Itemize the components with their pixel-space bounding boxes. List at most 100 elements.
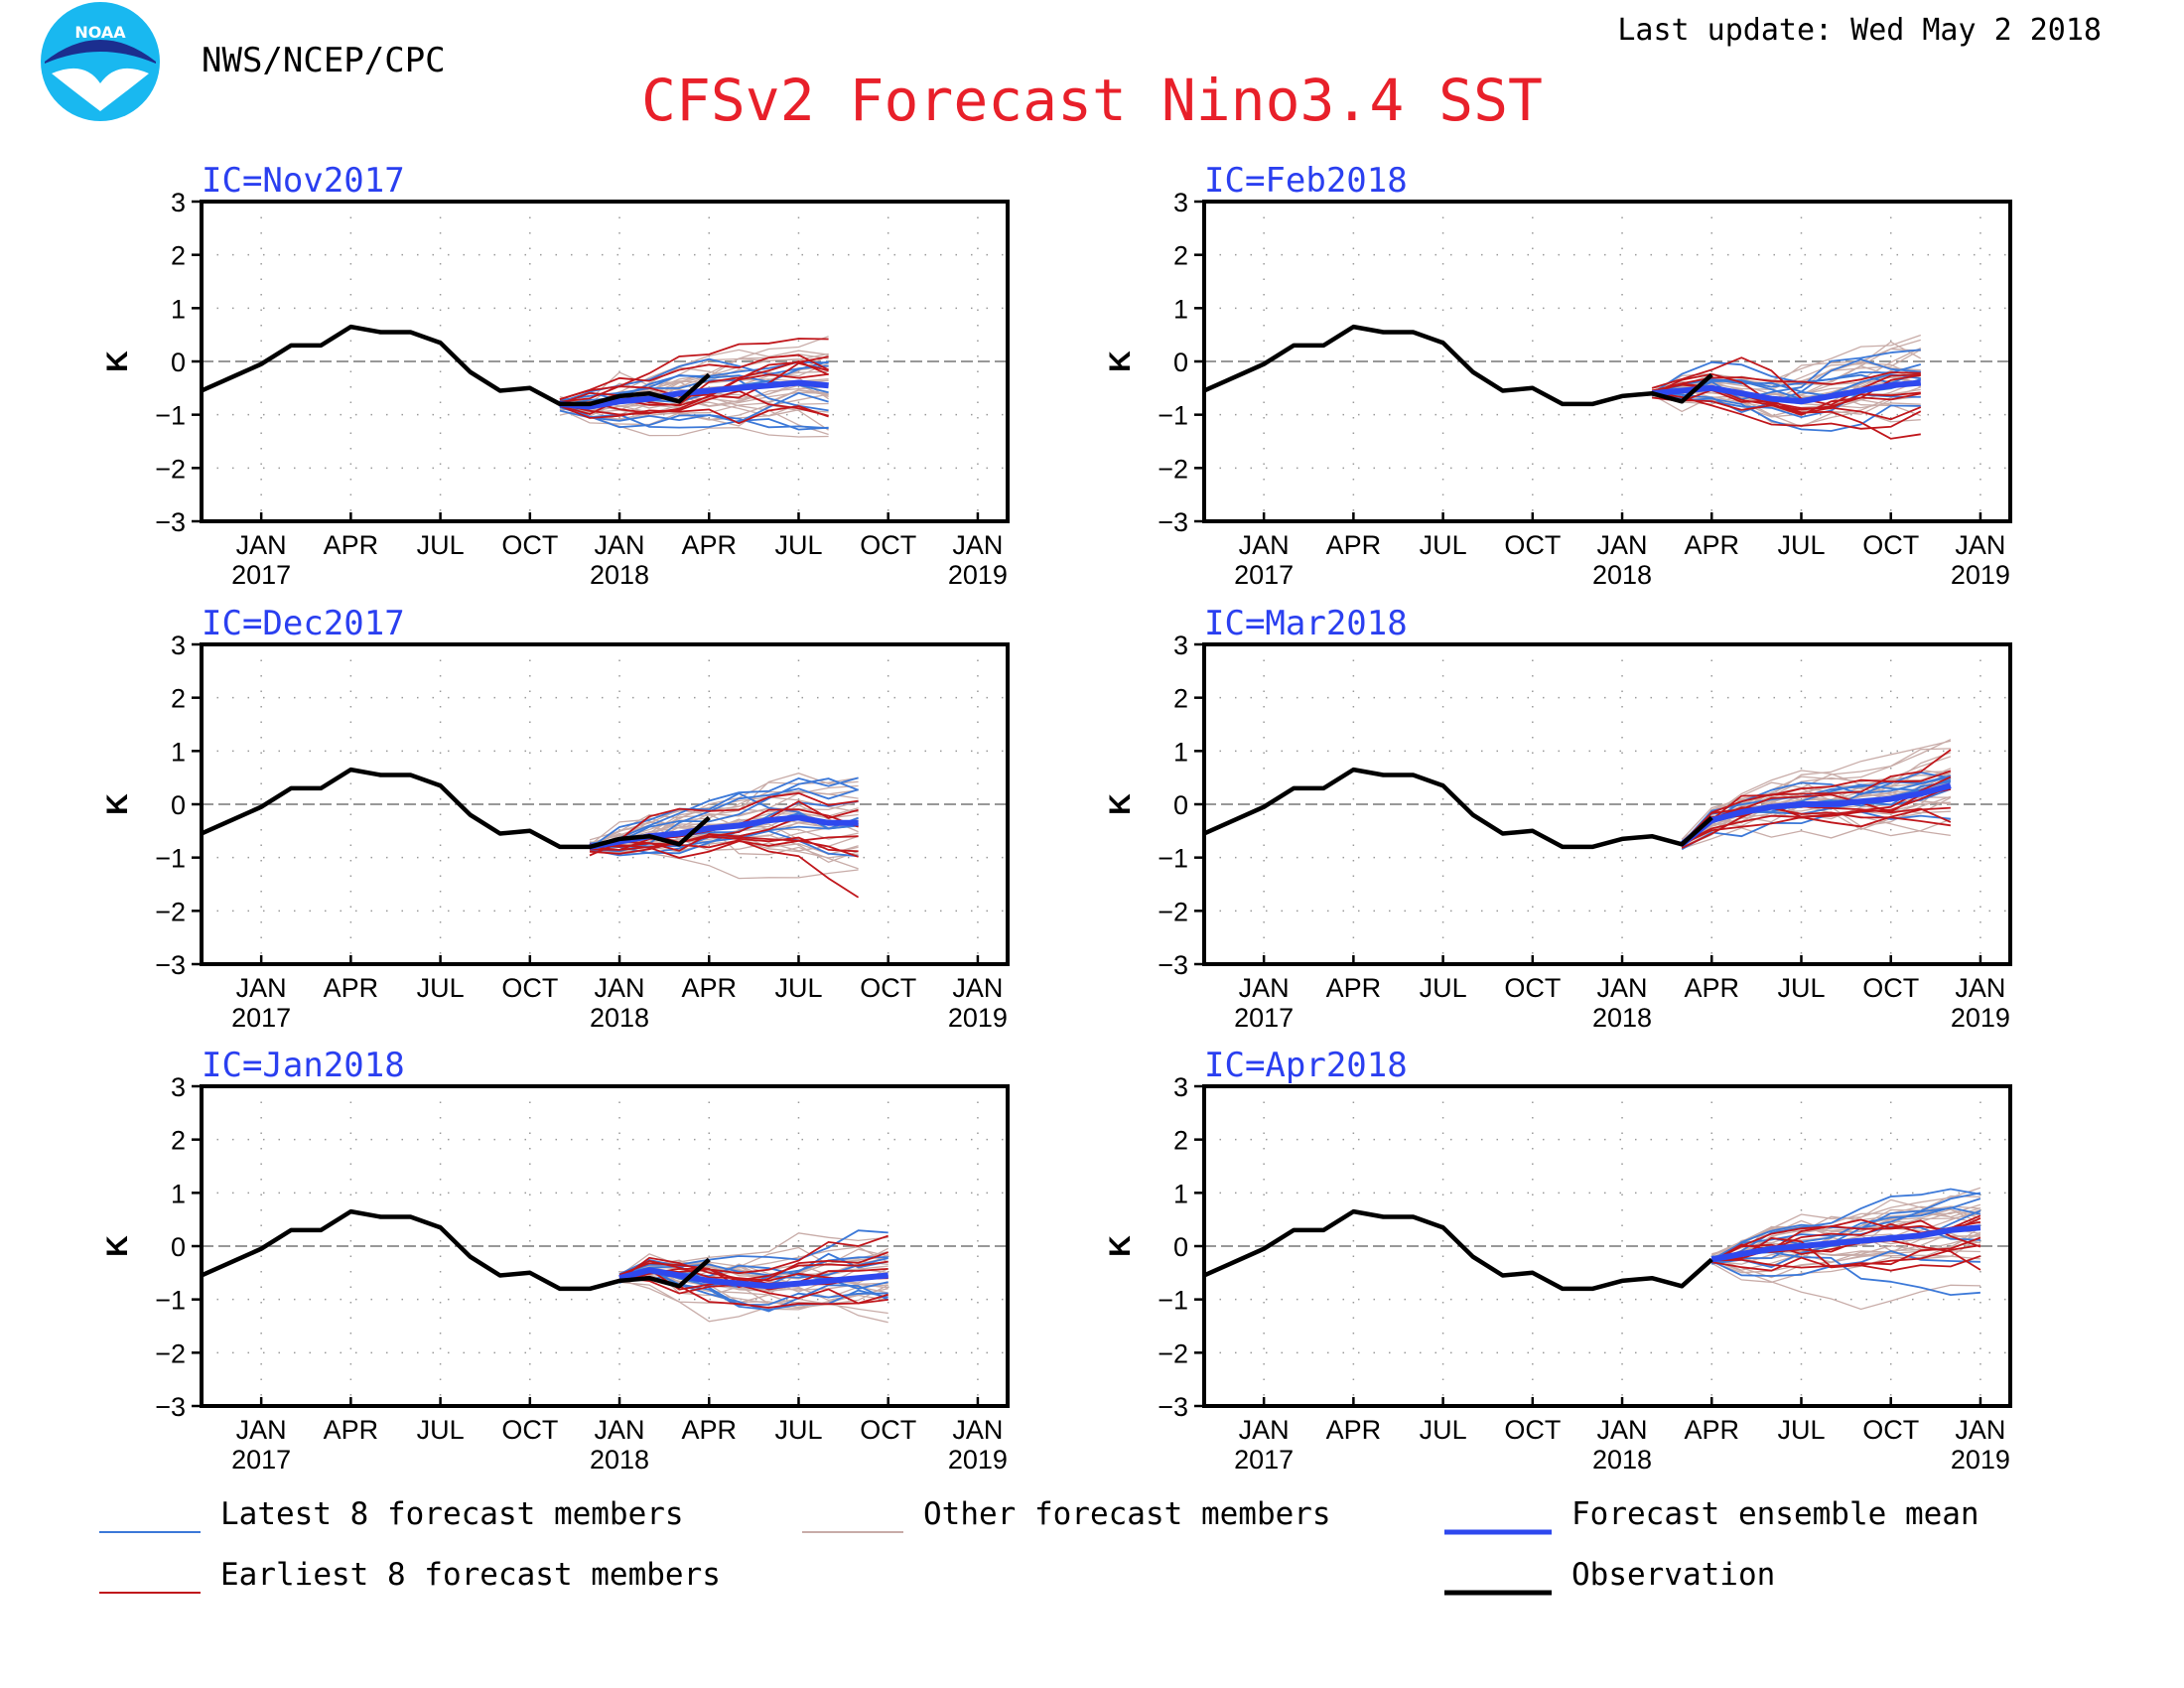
x-tick-month: JAN	[952, 973, 1003, 1003]
earliest-member-line	[1681, 788, 1952, 844]
earliest-member-line	[1681, 749, 1952, 847]
x-tick-year: 2018	[590, 1003, 649, 1033]
y-tick-label: 1	[1173, 294, 1188, 324]
x-tick-month: OCT	[860, 530, 916, 560]
x-tick-month: OCT	[1504, 973, 1561, 1003]
y-tick-label: 0	[171, 790, 186, 820]
x-tick-month: APR	[681, 1415, 737, 1445]
x-tick-month: OCT	[1504, 530, 1561, 560]
panel-title: IC=Jan2018	[202, 1046, 405, 1085]
y-tick-label: −2	[1158, 454, 1188, 484]
y-tick-label: −3	[1158, 507, 1188, 537]
earliest-member-line	[589, 791, 859, 848]
x-tick-month: JAN	[236, 973, 287, 1003]
ensemble-mean-line	[618, 1267, 888, 1290]
latest-member-line	[618, 1256, 888, 1277]
earliest-member-line	[1651, 392, 1921, 411]
x-tick-month: JUL	[774, 530, 822, 560]
x-tick-month: JAN	[952, 530, 1003, 560]
x-tick-month: JUL	[774, 973, 822, 1003]
other-member-line	[1711, 1236, 1981, 1274]
ensemble-mean-line	[1680, 782, 1952, 847]
earliest-member-line	[559, 361, 829, 416]
y-tick-label: −3	[1158, 1392, 1188, 1422]
x-tick-year: 2019	[1951, 560, 2010, 590]
latest-member-line	[559, 399, 829, 431]
earliest-member-line	[589, 835, 859, 859]
x-tick-month: JUL	[1420, 973, 1467, 1003]
x-tick-month: OCT	[860, 1415, 916, 1445]
y-tick-label: 1	[1173, 1179, 1188, 1208]
x-tick-month: OCT	[1862, 530, 1919, 560]
last-update: Last update: Wed May 2 2018	[1617, 13, 2102, 48]
earliest-member-line	[559, 338, 829, 403]
x-tick-month: JAN	[952, 1415, 1003, 1445]
y-axis-label: K	[1104, 351, 1137, 372]
x-tick-month: JUL	[1777, 973, 1825, 1003]
other-member-line	[1651, 349, 1922, 396]
x-tick-month: APR	[324, 1415, 379, 1445]
x-tick-month: JAN	[1955, 1415, 2005, 1445]
y-tick-label: 2	[1173, 241, 1188, 271]
x-tick-month: APR	[1684, 530, 1739, 560]
earliest-member-line	[559, 404, 829, 425]
legend-label-earliest: Earliest 8 forecast members	[220, 1557, 721, 1593]
y-tick-label: 0	[1173, 348, 1188, 377]
x-tick-month: OCT	[1504, 1415, 1561, 1445]
y-tick-label: −2	[155, 897, 186, 926]
x-tick-month: JAN	[1239, 973, 1290, 1003]
x-tick-month: JUL	[1777, 530, 1825, 560]
y-tick-label: 0	[1173, 1232, 1188, 1262]
x-tick-month: JUL	[1420, 1415, 1467, 1445]
y-tick-label: 2	[1173, 1126, 1188, 1156]
x-tick-month: JAN	[595, 1415, 645, 1445]
y-tick-label: 1	[171, 1179, 186, 1208]
earliest-member-line	[589, 832, 859, 858]
y-tick-label: −1	[1158, 401, 1188, 431]
x-tick-month: JUL	[417, 530, 465, 560]
x-tick-month: JAN	[1597, 1415, 1648, 1445]
x-tick-month: JAN	[1239, 1415, 1290, 1445]
observation-line	[1204, 1208, 1713, 1292]
x-tick-year: 2018	[590, 560, 649, 590]
y-tick-label: −3	[1158, 950, 1188, 980]
earliest-member-line	[1681, 806, 1951, 846]
y-tick-label: 3	[171, 1072, 186, 1102]
y-tick-label: −2	[155, 1338, 186, 1368]
y-tick-label: 2	[171, 241, 186, 271]
x-tick-month: JAN	[236, 530, 287, 560]
y-tick-label: −1	[1158, 844, 1188, 874]
y-tick-label: −3	[155, 1392, 186, 1422]
x-tick-year: 2017	[1234, 1003, 1294, 1033]
earliest-member-line	[1651, 371, 1921, 392]
x-tick-year: 2017	[231, 1003, 291, 1033]
panel-title: IC=Feb2018	[1204, 161, 1408, 201]
x-tick-month: APR	[1684, 1415, 1739, 1445]
x-tick-year: 2017	[1234, 1445, 1294, 1475]
latest-member-line	[1681, 810, 1951, 851]
latest-member-line	[589, 776, 859, 851]
x-tick-month: JAN	[1597, 973, 1648, 1003]
y-tick-label: −1	[155, 1286, 186, 1316]
legend: Latest 8 forecast members Other forecast …	[99, 1496, 1979, 1596]
x-tick-month: JAN	[595, 530, 645, 560]
x-tick-month: JAN	[236, 1415, 287, 1445]
earliest-member-line	[618, 1256, 888, 1285]
earliest-member-line	[559, 353, 829, 400]
x-tick-month: JAN	[595, 973, 645, 1003]
legend-label-latest: Latest 8 forecast members	[220, 1496, 684, 1532]
x-tick-month: JAN	[1597, 530, 1648, 560]
x-tick-month: JUL	[417, 1415, 465, 1445]
earliest-member-line	[559, 373, 829, 407]
y-tick-label: 3	[1173, 631, 1188, 660]
logo-text: NOAA	[74, 23, 126, 42]
other-member-line	[1681, 818, 1952, 850]
y-axis-label: K	[101, 1235, 134, 1257]
x-tick-month: OCT	[501, 973, 558, 1003]
x-tick-month: JUL	[774, 1415, 822, 1445]
latest-member-line	[1711, 1206, 1981, 1264]
